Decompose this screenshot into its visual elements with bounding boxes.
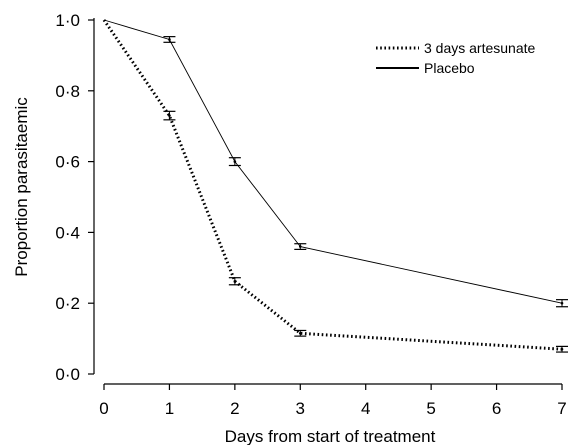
data-point bbox=[233, 160, 237, 163]
series-layer bbox=[102, 19, 568, 353]
error-bar bbox=[294, 329, 307, 337]
error-bar bbox=[163, 110, 176, 121]
data-point bbox=[560, 347, 564, 351]
y-tick-label: 0·4 bbox=[55, 223, 80, 242]
data-point bbox=[298, 245, 302, 248]
error-bar bbox=[163, 36, 176, 43]
data-point bbox=[298, 331, 302, 335]
x-tick-label: 2 bbox=[230, 399, 239, 418]
y-tick-label: 0·0 bbox=[55, 365, 80, 384]
error-bar bbox=[228, 277, 241, 286]
y-tick-label: 0·8 bbox=[55, 82, 80, 101]
series-line bbox=[102, 19, 563, 351]
error-bar bbox=[556, 345, 568, 353]
data-point bbox=[560, 301, 564, 305]
y-tick-label: 0·6 bbox=[55, 153, 80, 172]
x-tick-label: 5 bbox=[426, 399, 435, 418]
y-tick-label: 1·0 bbox=[55, 11, 80, 30]
x-tick-label: 0 bbox=[99, 399, 108, 418]
y-tick-label: 0·2 bbox=[55, 294, 80, 313]
series-1 bbox=[102, 19, 568, 353]
y-axis-title: Proportion parasitaemic bbox=[12, 97, 31, 277]
legend: 3 days artesunate Placebo bbox=[376, 40, 536, 76]
x-tick-label: 3 bbox=[296, 399, 305, 418]
error-bar bbox=[228, 157, 241, 167]
legend-label: Placebo bbox=[424, 60, 475, 76]
x-axis-title: Days from start of treatment bbox=[225, 427, 436, 445]
x-tick-label: 4 bbox=[361, 399, 370, 418]
error-bar bbox=[556, 299, 568, 308]
legend-label: 3 days artesunate bbox=[424, 40, 536, 56]
series-2 bbox=[103, 19, 568, 308]
axes: 0·0 0·2 0·4 0·6 0·8 1·0 0 1 2 3 4 5 6 7 bbox=[55, 11, 566, 418]
data-point bbox=[168, 114, 171, 117]
data-point bbox=[168, 38, 171, 41]
x-tick-label: 6 bbox=[492, 399, 501, 418]
series-line bbox=[103, 19, 563, 304]
data-point bbox=[233, 279, 237, 283]
error-bar bbox=[294, 243, 307, 250]
x-tick-label: 1 bbox=[165, 399, 174, 418]
x-tick-label: 7 bbox=[557, 399, 566, 418]
